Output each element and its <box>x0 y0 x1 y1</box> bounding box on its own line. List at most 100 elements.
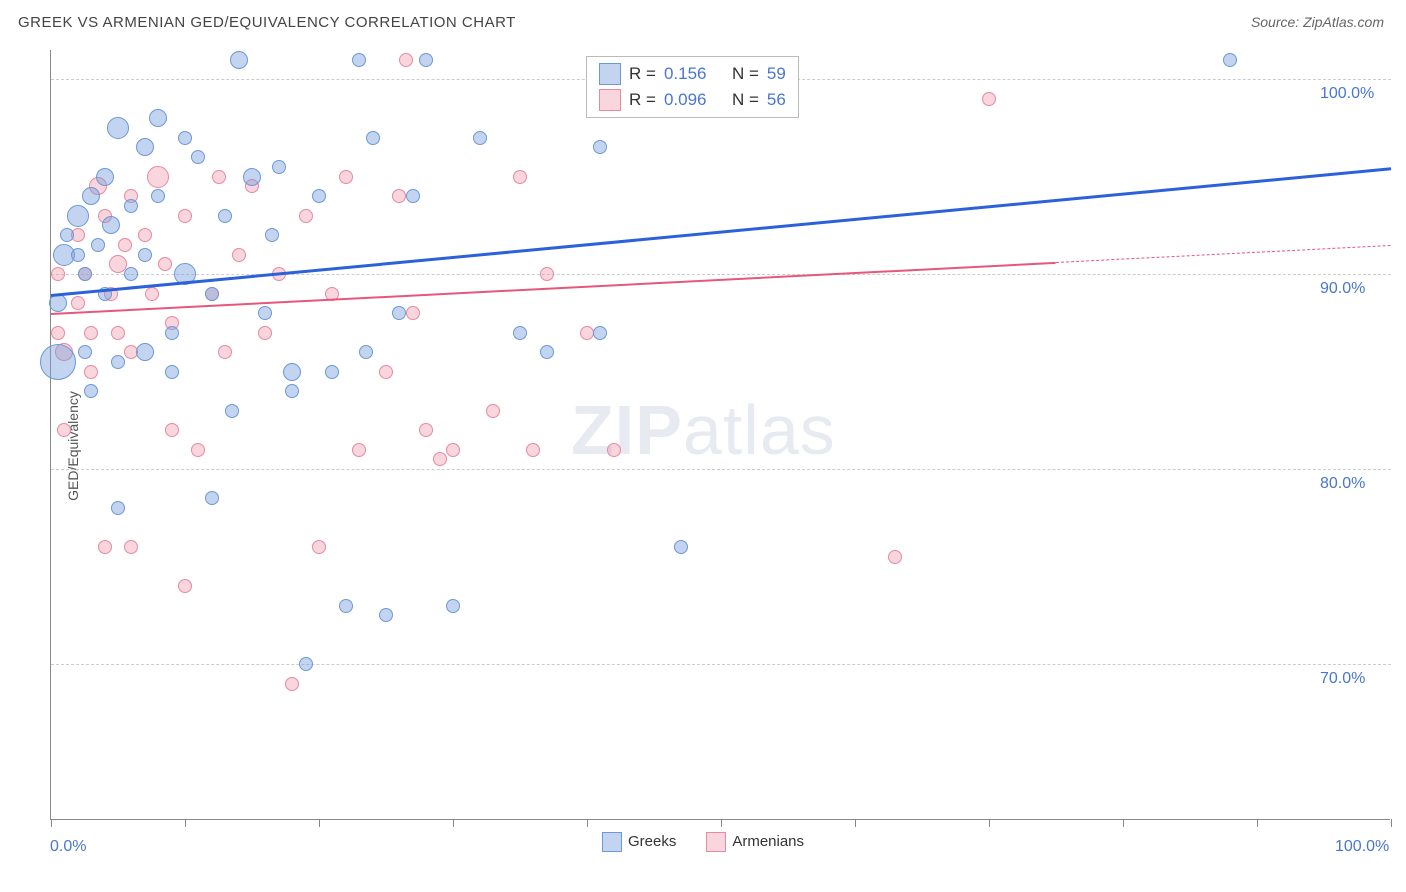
armenian-point <box>191 443 205 457</box>
armenian-point <box>232 248 246 262</box>
greek-point <box>272 160 286 174</box>
greek-point <box>593 140 607 154</box>
greek-point <box>124 199 138 213</box>
n-label: N = <box>732 90 759 110</box>
greek-point <box>136 343 154 361</box>
watermark: ZIPatlas <box>571 390 836 470</box>
greek-point <box>78 267 92 281</box>
greek-point <box>243 168 261 186</box>
chart-title: GREEK VS ARMENIAN GED/EQUIVALENCY CORREL… <box>18 14 516 31</box>
armenian-point <box>258 326 272 340</box>
greek-swatch-icon <box>599 63 621 85</box>
greek-point <box>40 344 76 380</box>
greek-point <box>339 599 353 613</box>
greek-point <box>165 365 179 379</box>
armenian-point <box>158 257 172 271</box>
y-tick-label: 80.0% <box>1320 475 1365 493</box>
greek-point <box>124 267 138 281</box>
gridline <box>51 469 1391 470</box>
trendline <box>1056 245 1391 263</box>
greek-point <box>379 608 393 622</box>
armenian-point <box>446 443 460 457</box>
n-value: 59 <box>767 64 786 84</box>
legend-item-greeks: Greeks <box>602 832 676 852</box>
armenian-point <box>84 365 98 379</box>
armenian-point <box>580 326 594 340</box>
armenian-point <box>299 209 313 223</box>
armenian-point <box>312 540 326 554</box>
r-label: R = <box>629 64 656 84</box>
r-value: 0.156 <box>664 64 707 84</box>
greek-point <box>60 228 74 242</box>
armenian-point <box>118 238 132 252</box>
greek-point <box>102 216 120 234</box>
greek-point <box>513 326 527 340</box>
armenian-point <box>212 170 226 184</box>
greek-point <box>473 131 487 145</box>
x-tick <box>587 819 588 827</box>
greek-point <box>191 150 205 164</box>
armenian-point <box>607 443 621 457</box>
armenian-point <box>399 53 413 67</box>
armenian-point <box>111 326 125 340</box>
armenian-swatch <box>706 832 726 852</box>
y-tick-label: 90.0% <box>1320 280 1365 298</box>
armenian-point <box>71 296 85 310</box>
greek-point <box>78 345 92 359</box>
greek-point <box>136 138 154 156</box>
x-tick <box>721 819 722 827</box>
source-label: Source: ZipAtlas.com <box>1251 14 1384 30</box>
watermark-atlas: atlas <box>683 391 836 469</box>
armenian-point <box>145 287 159 301</box>
armenian-point <box>406 306 420 320</box>
greek-point <box>312 189 326 203</box>
x-tick <box>453 819 454 827</box>
greek-point <box>111 355 125 369</box>
x-tick <box>1123 819 1124 827</box>
greek-point <box>419 53 433 67</box>
x-tick <box>319 819 320 827</box>
greek-point <box>593 326 607 340</box>
armenian-point <box>178 209 192 223</box>
legend-top: R = 0.156 N = 59 R = 0.096 N = 56 <box>586 56 799 118</box>
greek-point <box>285 384 299 398</box>
armenian-point <box>888 550 902 564</box>
armenian-point <box>513 170 527 184</box>
greek-point <box>265 228 279 242</box>
armenian-swatch-icon <box>599 89 621 111</box>
armenian-point <box>982 92 996 106</box>
greek-point <box>406 189 420 203</box>
legend-item-armenians: Armenians <box>706 832 804 852</box>
greek-point <box>366 131 380 145</box>
armenian-point <box>392 189 406 203</box>
greek-point <box>165 326 179 340</box>
x-tick <box>855 819 856 827</box>
trendline <box>51 262 1056 315</box>
greek-point <box>151 189 165 203</box>
armenian-point <box>540 267 554 281</box>
greek-swatch <box>602 832 622 852</box>
x-tick <box>989 819 990 827</box>
x-tick <box>1257 819 1258 827</box>
greek-point <box>225 404 239 418</box>
greek-point <box>71 248 85 262</box>
greek-point <box>178 131 192 145</box>
plot-area: ZIPatlas <box>50 50 1390 820</box>
armenian-point <box>124 540 138 554</box>
greek-point <box>111 501 125 515</box>
gridline <box>51 664 1391 665</box>
greek-point <box>359 345 373 359</box>
armenian-point <box>433 452 447 466</box>
greek-point <box>258 306 272 320</box>
greek-point <box>205 491 219 505</box>
y-tick-label: 100.0% <box>1320 85 1374 103</box>
armenian-point <box>165 423 179 437</box>
armenian-point <box>147 166 169 188</box>
x-tick-label: 100.0% <box>1335 838 1389 856</box>
armenian-point <box>84 326 98 340</box>
greek-point <box>84 384 98 398</box>
armenian-point <box>138 228 152 242</box>
armenian-label: Armenians <box>732 833 804 850</box>
x-tick <box>1391 819 1392 827</box>
legend-row: R = 0.096 N = 56 <box>599 87 786 113</box>
